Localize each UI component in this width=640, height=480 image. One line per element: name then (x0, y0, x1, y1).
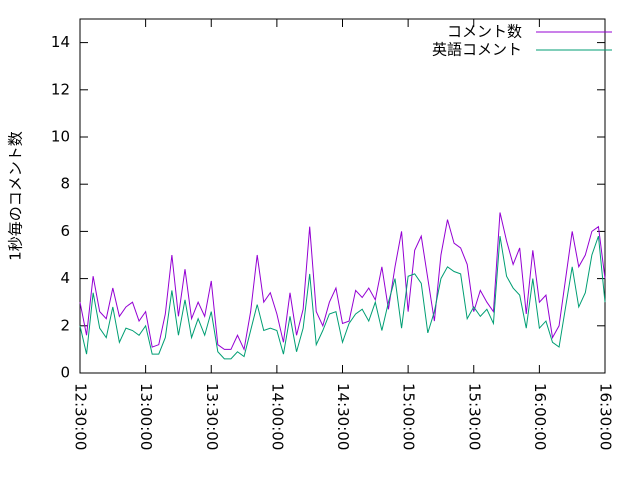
y-tick-label: 0 (60, 364, 70, 382)
plot-frame (79, 18, 606, 374)
x-tick-label: 12:30:00 (72, 383, 90, 450)
legend-label: 英語コメント (432, 41, 522, 59)
x-tick-label: 15:00:00 (400, 383, 418, 450)
x-tick-label: 16:30:00 (597, 383, 615, 450)
series-line (79, 212, 606, 352)
x-tick-label: 14:00:00 (268, 383, 286, 450)
legend-label: コメント数 (447, 23, 522, 41)
x-tick-label: 13:00:00 (137, 383, 155, 450)
y-tick-label: 2 (60, 316, 70, 334)
series-line (79, 235, 606, 360)
x-tick-label: 13:30:00 (203, 383, 221, 450)
y-tick-label: 14 (51, 33, 70, 51)
x-tick-label: 14:30:00 (334, 383, 352, 450)
x-tick-label: 15:30:00 (465, 383, 483, 450)
y-tick-label: 8 (60, 175, 70, 193)
y-tick-label: 4 (60, 269, 70, 287)
y-tick-label: 6 (60, 222, 70, 240)
y-tick-label: 12 (51, 80, 70, 98)
y-tick-label: 10 (51, 128, 70, 146)
x-tick-label: 16:00:00 (531, 383, 549, 450)
y-axis-label: 1秒毎のコメント数 (7, 131, 25, 261)
